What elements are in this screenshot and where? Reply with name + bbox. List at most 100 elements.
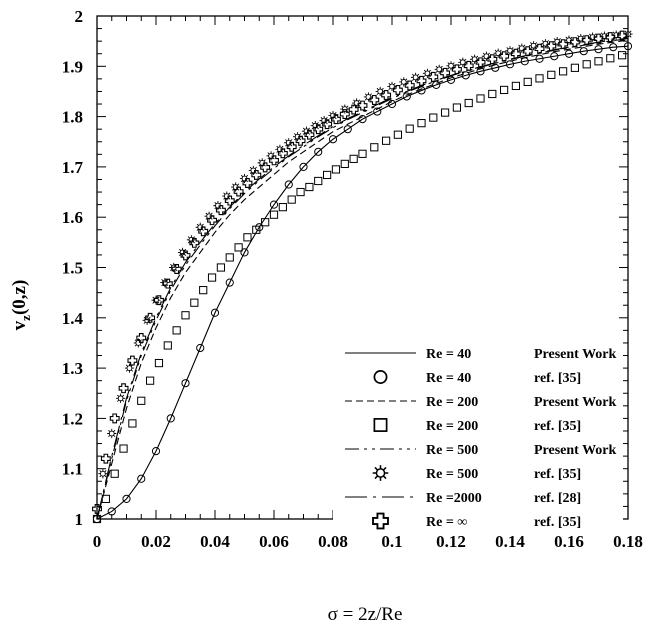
series-point [358, 115, 367, 124]
series-point [137, 396, 146, 405]
legend-item: Re = 40 ref. [35] [373, 370, 581, 386]
series-point [328, 135, 338, 144]
series-point [434, 64, 444, 74]
series-point [476, 94, 485, 103]
series-point [154, 358, 164, 368]
series-5 [98, 29, 633, 479]
series-point [387, 99, 397, 109]
legend-source: ref. [35] [534, 419, 581, 434]
series-line [96, 45, 629, 520]
legend-label: Re = 200 [426, 419, 478, 434]
series-point [428, 71, 439, 82]
y-tick-label: 1.9 [62, 57, 83, 76]
series-point [340, 104, 350, 114]
legend-swatch-marker [372, 512, 389, 530]
series-point [269, 210, 279, 219]
series-point [522, 46, 533, 57]
axis-layer: 0 0.02 0.04 0.06 0.08 0.1 0.12 0.14 0.16 0.18 1 1.1… [62, 7, 643, 551]
series-point [269, 155, 279, 166]
x-tick-label: 0.1 [381, 532, 402, 551]
series-point [517, 43, 527, 53]
series-point [151, 295, 161, 305]
legend-source: ref. [28] [534, 491, 581, 506]
series-point [510, 48, 521, 59]
series-point [314, 176, 323, 186]
series-point [617, 30, 628, 41]
series-point [119, 444, 128, 453]
series-point [558, 39, 569, 50]
series-point [133, 338, 143, 348]
series-point [411, 72, 421, 82]
series-point [261, 218, 270, 227]
series-point [313, 124, 324, 135]
series-point [142, 315, 152, 325]
series-point [547, 70, 556, 79]
series-point [535, 74, 544, 83]
series-point [429, 113, 438, 122]
series-point [417, 119, 426, 128]
series-point [128, 419, 137, 428]
legend-item: Re = ∞ ref. [35] [372, 512, 581, 530]
series-point [605, 32, 616, 43]
series-point [375, 86, 385, 97]
series-2 [96, 39, 629, 520]
legend-item: Re = 500 ref. [35] [372, 465, 581, 482]
series-point [154, 295, 164, 306]
series-point [100, 453, 111, 464]
series-point [582, 60, 591, 69]
x-tick-label: 0.02 [141, 532, 171, 551]
series-point [278, 203, 287, 212]
series-point [260, 162, 271, 173]
series-point [606, 54, 615, 63]
series-point [207, 273, 217, 282]
series-point [422, 68, 432, 78]
series-point [299, 162, 308, 171]
series-point [599, 31, 609, 41]
series-point [124, 363, 135, 373]
series-point [224, 195, 235, 206]
series-point [357, 100, 368, 111]
series-point [546, 41, 557, 52]
series-point [136, 332, 147, 343]
series-point [493, 48, 503, 58]
series-point [348, 104, 359, 115]
series-point [550, 52, 559, 61]
x-tick-label: 0.12 [436, 532, 466, 551]
series-point [392, 84, 403, 95]
series-point [446, 61, 456, 71]
legend-label: Re = ∞ [426, 515, 467, 530]
series-point [287, 195, 296, 204]
series-layer [92, 29, 633, 524]
series-point [340, 159, 349, 168]
series-point [535, 54, 544, 63]
series-point [363, 92, 373, 102]
series-point [127, 355, 138, 366]
legend-source: Present Work [534, 395, 617, 410]
series-point [393, 130, 402, 139]
series-point [339, 109, 350, 120]
series-point [381, 90, 392, 100]
series-point [330, 114, 341, 125]
series-point [511, 81, 520, 91]
series-point [488, 89, 497, 99]
series-point [137, 474, 146, 483]
series-point [373, 107, 382, 116]
x-tick-label: 0 [93, 532, 102, 551]
series-point [269, 200, 279, 209]
series-point [172, 326, 181, 335]
series-point [564, 49, 574, 58]
series-point [349, 154, 358, 163]
x-tick-label: 0.14 [495, 532, 525, 551]
series-point [505, 46, 515, 56]
series-point [177, 247, 188, 258]
series-point [216, 263, 226, 272]
series-7 [92, 30, 628, 514]
series-point [181, 379, 190, 388]
series-point [534, 43, 545, 54]
legend-swatch-marker [373, 370, 388, 384]
series-point [304, 129, 315, 140]
series-point [594, 45, 603, 54]
series-point [581, 35, 592, 46]
series-point [146, 376, 155, 385]
